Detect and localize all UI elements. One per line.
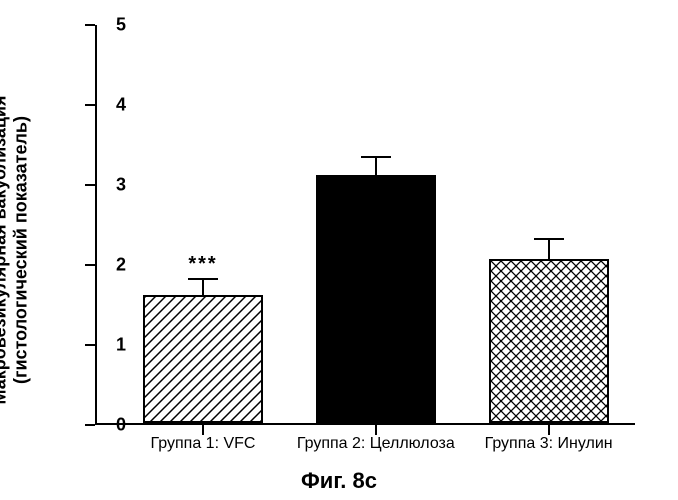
error-bar [548, 239, 550, 259]
chart-container: Макровезикулярная вакуолизация (гистолог… [0, 0, 678, 500]
y-tick [85, 184, 95, 186]
category-label: Группа 1: VFC [151, 435, 256, 453]
y-tick-label: 1 [116, 335, 126, 356]
figure-caption: Фиг. 8c [301, 468, 377, 494]
error-cap [361, 156, 391, 158]
bar-group [489, 23, 609, 423]
y-axis-label-line2: (гистологический показатель) [10, 116, 30, 384]
y-tick [85, 264, 95, 266]
x-tick [202, 425, 204, 435]
error-bar [375, 157, 377, 175]
x-tick [548, 425, 550, 435]
significance-marker: *** [188, 253, 217, 276]
y-axis-label-line1: Макровезикулярная вакуолизация [0, 96, 9, 405]
y-tick-label: 0 [116, 415, 126, 436]
category-label: Группа 2: Целлюлоза [297, 435, 455, 453]
y-tick [85, 24, 95, 26]
error-cap [534, 238, 564, 240]
y-tick [85, 104, 95, 106]
plot-area: Группа 1: VFC***Группа 2: ЦеллюлозаГрупп… [95, 25, 635, 425]
y-tick-label: 4 [116, 95, 126, 116]
error-cap [188, 278, 218, 280]
bar [316, 175, 436, 423]
y-tick [85, 344, 95, 346]
bar-fill [145, 297, 261, 421]
y-axis-label: Макровезикулярная вакуолизация (гистолог… [0, 96, 31, 405]
y-tick-label: 2 [116, 255, 126, 276]
y-tick [85, 424, 95, 426]
bar [143, 295, 263, 423]
category-label: Группа 3: Инулин [485, 435, 613, 453]
y-tick-label: 5 [116, 15, 126, 36]
bar-fill [491, 261, 607, 421]
bar-group [316, 23, 436, 423]
bar [489, 259, 609, 423]
y-tick-label: 3 [116, 175, 126, 196]
bar-group [143, 23, 263, 423]
error-bar [202, 279, 204, 295]
x-tick [375, 425, 377, 435]
